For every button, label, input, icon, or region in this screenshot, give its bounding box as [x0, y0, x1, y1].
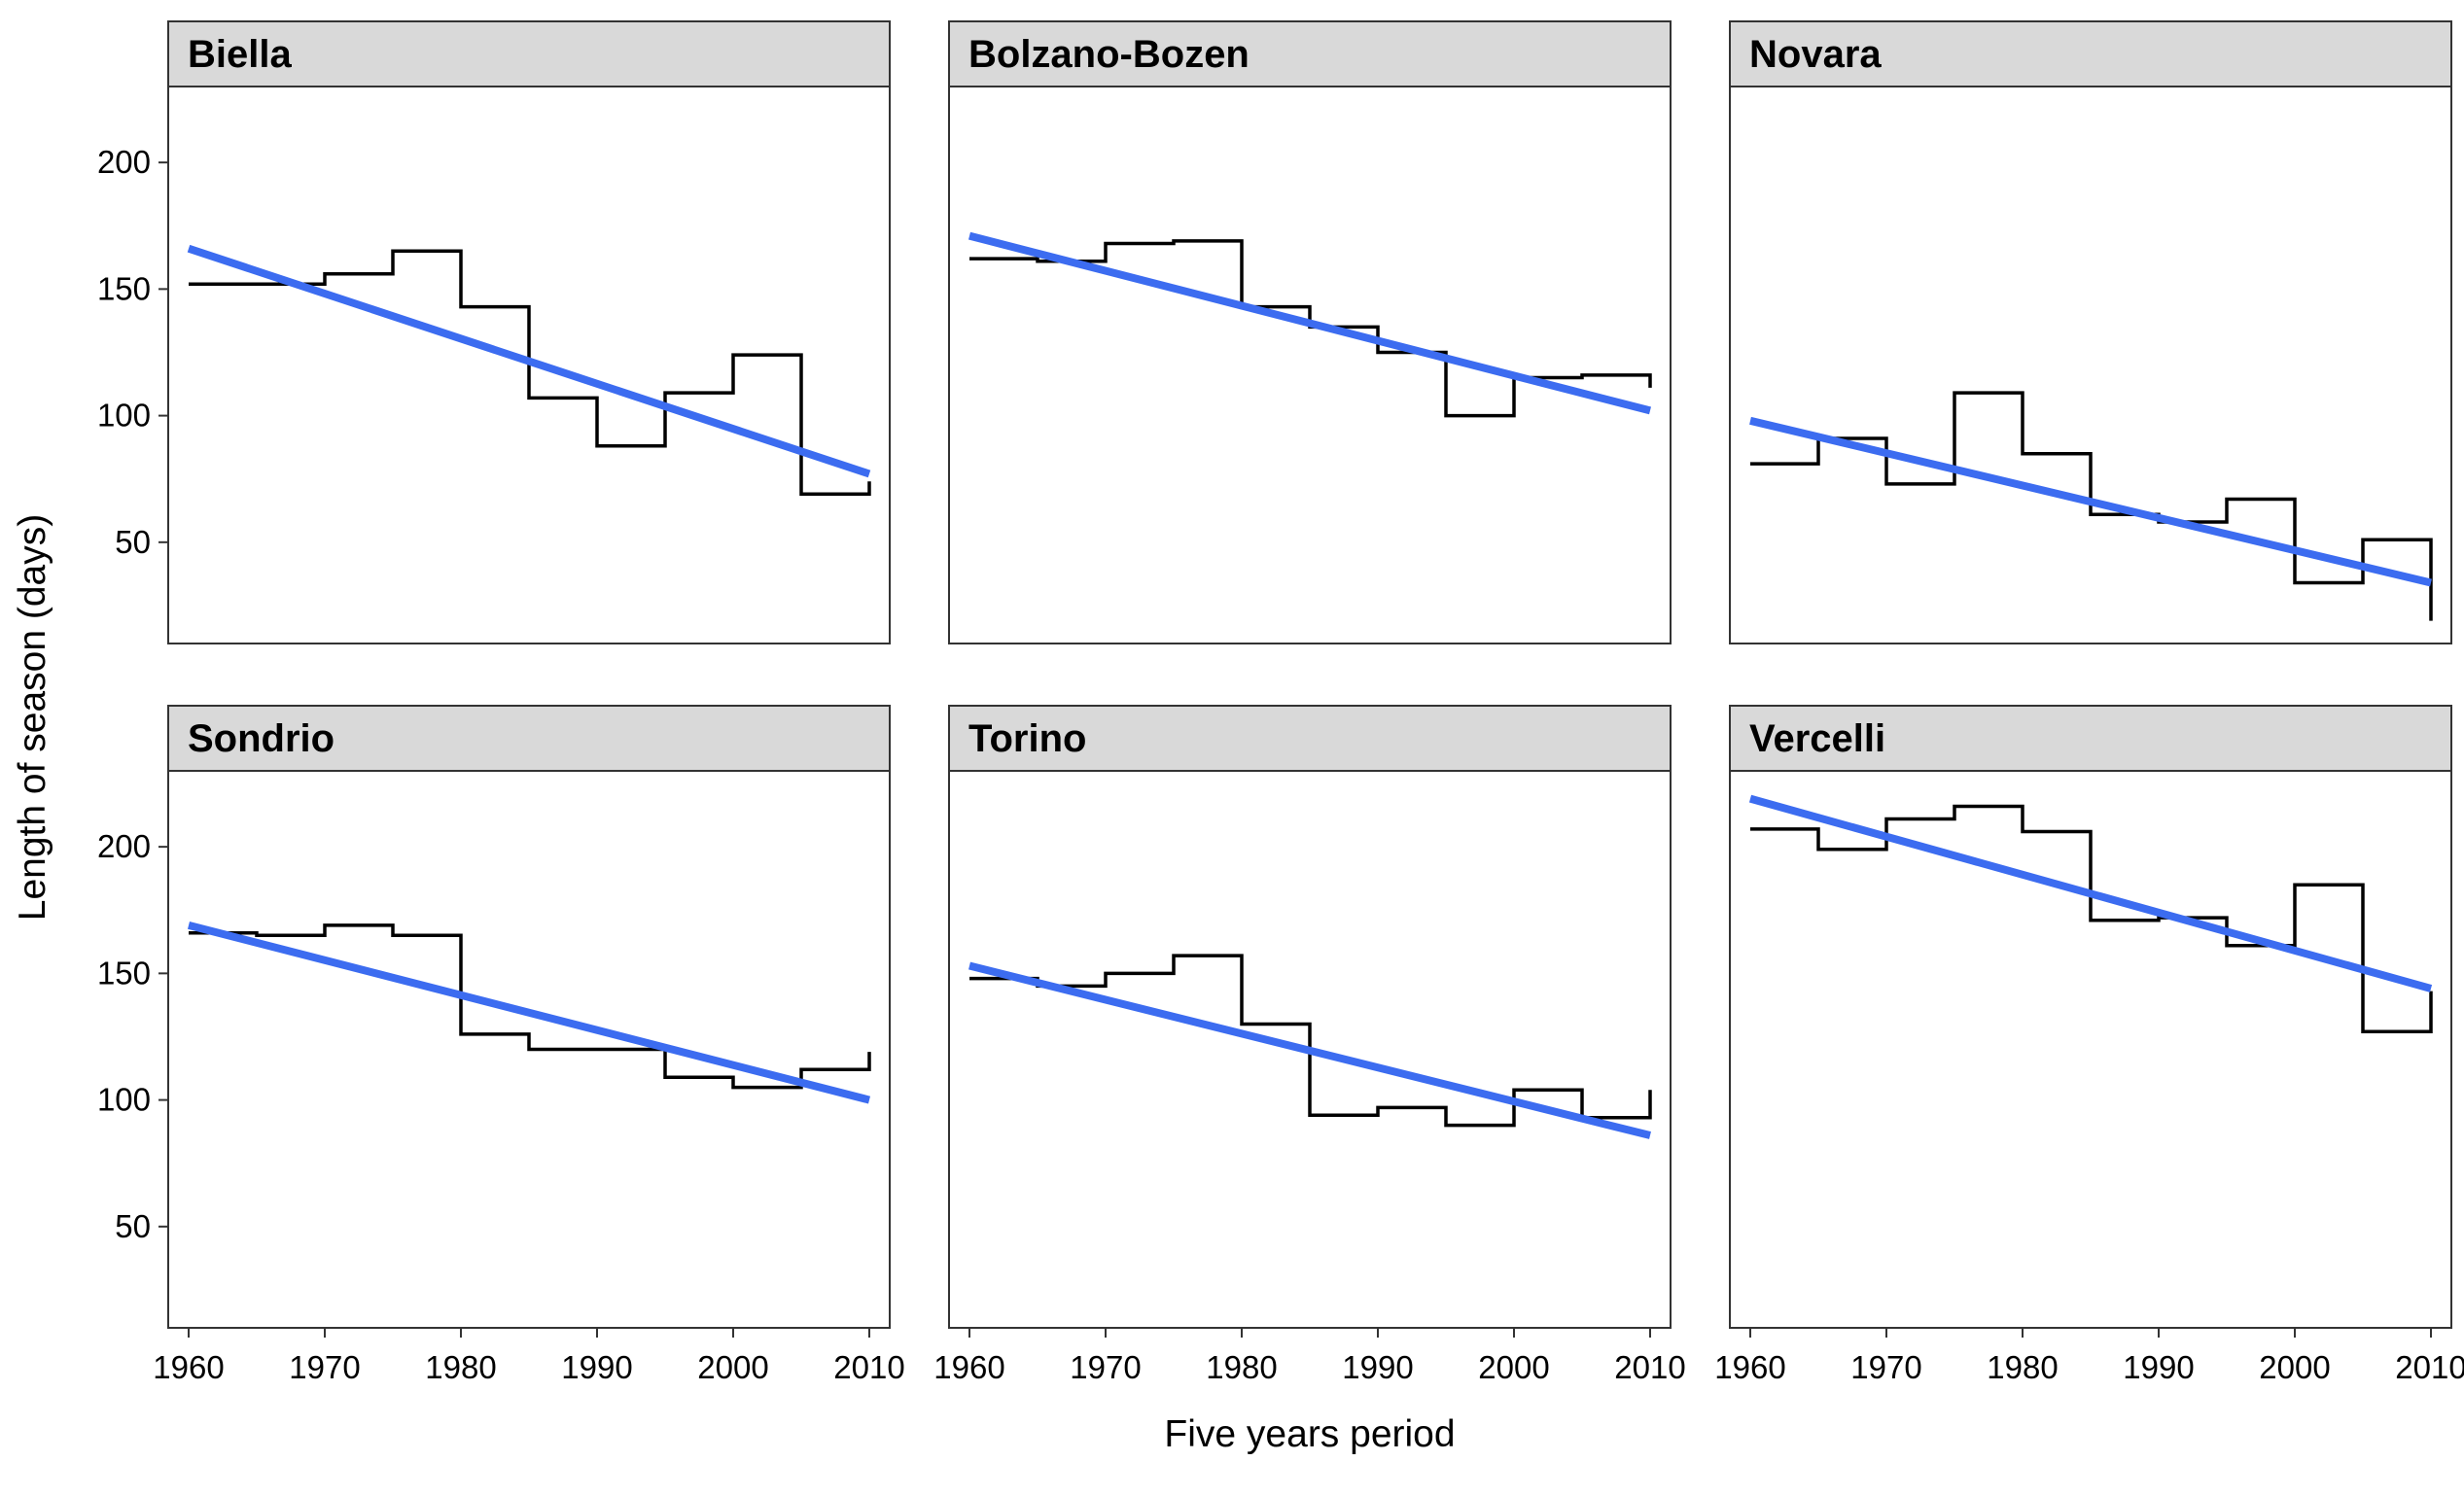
panel-torino: Torino 1960 1970 1980 1990 2000 2010 [933, 705, 1686, 1385]
panel-title: Torino [968, 717, 1086, 760]
x-tick-label: 2010 [833, 1349, 904, 1385]
y-tick-label: 200 [97, 828, 151, 864]
trend-line [1749, 416, 2432, 587]
y-tick-label: 50 [115, 524, 151, 560]
panel-novara: Novara [1729, 20, 2452, 644]
plot-area [1729, 86, 2452, 644]
panel-bolzano-bozen: Bolzano-Bozen [948, 20, 1672, 644]
x-tick-label: 2010 [1614, 1349, 1685, 1385]
x-tick-label: 2010 [2395, 1349, 2464, 1385]
trend-line [188, 922, 870, 1104]
panel-title: Bolzano-Bozen [968, 33, 1250, 76]
step-series-line [189, 249, 871, 497]
step-series-line [969, 954, 1652, 1128]
x-tick-label: 1990 [561, 1349, 632, 1385]
step-series-line [189, 923, 871, 1090]
x-tick-label: 1990 [2123, 1349, 2194, 1385]
x-tick-label: 1960 [933, 1349, 1004, 1385]
trend-line [187, 244, 871, 478]
plot-area [948, 86, 1672, 644]
x-tick-label: 2000 [2259, 1349, 2330, 1385]
x-tick-label: 1960 [1714, 1349, 1785, 1385]
x-tick-label: 1970 [1070, 1349, 1141, 1385]
trend-line [968, 231, 1651, 415]
panel-strip [1729, 20, 2452, 87]
trend-line [1748, 794, 2433, 992]
x-tick-label: 1980 [425, 1349, 496, 1385]
x-tick-label: 1980 [1206, 1349, 1277, 1385]
panel-sondrio: Sondrio 50 100 150 200 1960 1970 1980 1990 2000 20… [97, 705, 905, 1385]
panel-title: Biella [188, 33, 292, 76]
y-tick-label: 100 [97, 398, 151, 434]
panel-title: Novara [1749, 33, 1882, 76]
x-tick-label: 1980 [1987, 1349, 2058, 1385]
x-tick-label: 1990 [1342, 1349, 1413, 1385]
y-axis-title: Length of season (days) [12, 514, 53, 921]
panel-title: Sondrio [188, 717, 334, 760]
x-tick-label: 1970 [1850, 1349, 1921, 1385]
y-tick-label: 150 [97, 955, 151, 991]
panel-strip [167, 20, 891, 87]
trend-line [968, 961, 1651, 1139]
panel-strip [948, 705, 1672, 772]
x-tick-label: 1970 [289, 1349, 360, 1385]
x-axis-title: Five years period [1164, 1413, 1455, 1455]
x-tick-label: 1960 [153, 1349, 224, 1385]
y-tick-label: 100 [97, 1082, 151, 1118]
y-tick-label: 150 [97, 270, 151, 306]
y-tick-label: 200 [97, 144, 151, 180]
panel-vercelli: Vercelli 1960 1970 1980 1990 2000 2010 [1714, 705, 2464, 1385]
panels-layer: Biella 50 100 150 200 Bolzano-Bozen Novara Sond… [97, 20, 2464, 1385]
panel-biella: Biella 50 100 150 200 [97, 20, 891, 644]
x-tick-label: 2000 [697, 1349, 768, 1385]
y-tick-label: 50 [115, 1208, 151, 1244]
panel-title: Vercelli [1749, 717, 1885, 760]
panel-strip [948, 20, 1672, 87]
panel-strip [1729, 705, 2452, 772]
x-tick-label: 2000 [1478, 1349, 1549, 1385]
panel-strip [167, 705, 891, 772]
